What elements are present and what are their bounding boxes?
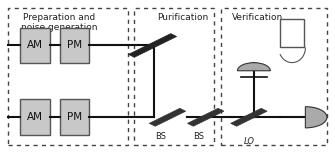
- Wedge shape: [238, 63, 270, 71]
- Text: BS: BS: [194, 132, 205, 141]
- FancyBboxPatch shape: [280, 19, 304, 47]
- Text: Preparation and
noise generation: Preparation and noise generation: [21, 13, 98, 32]
- Text: AM: AM: [26, 112, 43, 122]
- Polygon shape: [149, 108, 186, 126]
- FancyBboxPatch shape: [20, 99, 50, 135]
- Text: +/-: +/-: [286, 29, 298, 38]
- Wedge shape: [306, 107, 327, 128]
- FancyBboxPatch shape: [60, 99, 89, 135]
- Text: LO: LO: [244, 137, 254, 146]
- Polygon shape: [188, 108, 224, 126]
- Polygon shape: [231, 108, 267, 126]
- Text: Verification: Verification: [231, 13, 283, 22]
- FancyBboxPatch shape: [60, 28, 89, 63]
- Text: PM: PM: [67, 112, 82, 122]
- Text: Purification: Purification: [157, 13, 208, 22]
- Polygon shape: [128, 34, 177, 57]
- Text: BS: BS: [155, 132, 166, 141]
- Text: AM: AM: [26, 41, 43, 50]
- Text: PM: PM: [67, 41, 82, 50]
- FancyBboxPatch shape: [20, 28, 50, 63]
